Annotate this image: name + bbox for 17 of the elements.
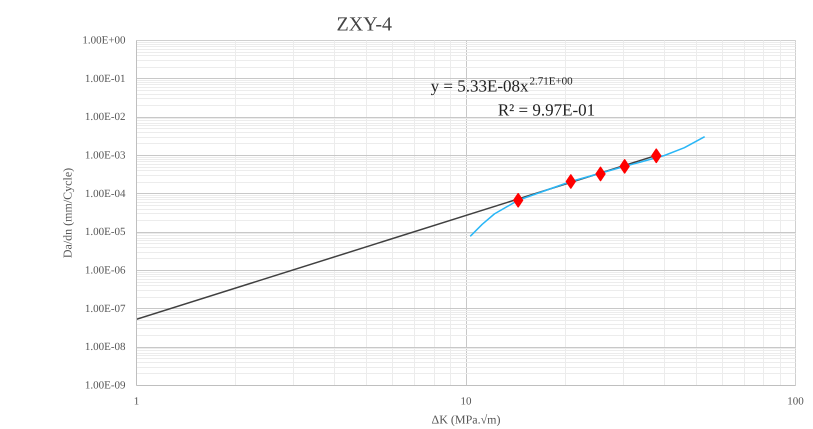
- y-tick-label: 1.00E-01: [84, 72, 126, 85]
- y-tick-label: 1.00E-07: [84, 302, 126, 315]
- y-axis-title: Da/dn (mm/Cycle): [60, 168, 74, 258]
- x-tick-label: 1: [134, 396, 140, 408]
- y-tick-label: 1.00E-06: [84, 264, 126, 276]
- x-axis-title: ΔK (MPa.√m): [432, 412, 500, 426]
- y-tick-label: 1.00E-09: [84, 380, 126, 392]
- chart-title: ZXY-4: [336, 14, 392, 36]
- y-tick-label: 1.00E-08: [84, 341, 126, 354]
- y-tick-label: 1.00E-04: [84, 188, 126, 200]
- y-tick-label: 1.00E-03: [84, 150, 126, 162]
- y-tick-label: 1.00E-02: [84, 111, 126, 124]
- x-tick-label: 10: [460, 396, 472, 408]
- y-tick-label: 1.00E-05: [84, 226, 126, 238]
- y-tick-label: 1.00E+00: [82, 34, 126, 46]
- x-tick-label: 100: [787, 396, 804, 408]
- annotation: R² = 9.97E-01: [498, 100, 596, 120]
